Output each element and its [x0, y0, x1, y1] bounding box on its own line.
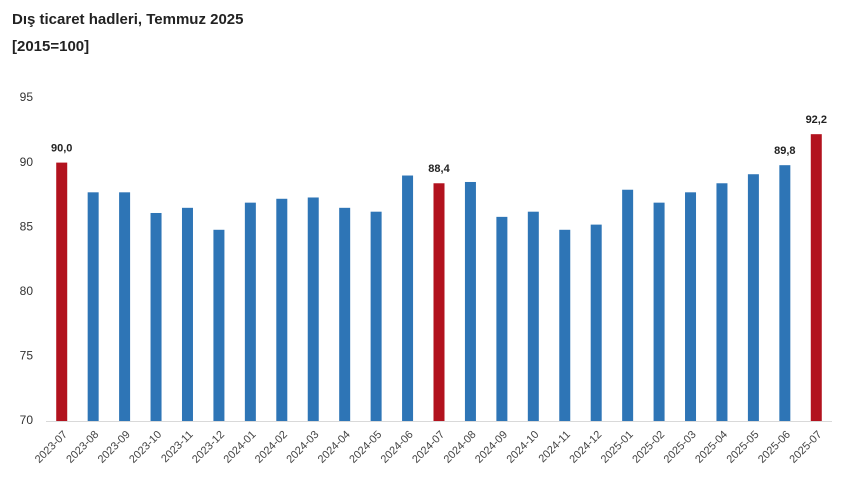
value-label: 92,2	[806, 114, 827, 126]
value-label: 90,0	[51, 143, 72, 155]
x-tick-label: 2024-10	[504, 429, 541, 466]
x-tick-label: 2024-11	[536, 429, 572, 465]
bar	[56, 162, 68, 421]
x-tick-label: 2024-06	[379, 429, 416, 466]
bar	[685, 192, 697, 421]
bar	[622, 189, 634, 421]
x-tick-label: 2024-03	[284, 429, 321, 466]
bar	[496, 216, 508, 421]
x-tick-label: 2025-05	[725, 429, 762, 466]
x-tick-label: 2023-09	[96, 429, 133, 466]
bar	[150, 212, 162, 421]
bar	[747, 174, 759, 421]
x-tick-label: 2025-02	[630, 429, 667, 466]
bar	[653, 202, 665, 421]
x-tick-label: 2024-08	[442, 429, 479, 466]
x-tick-label: 2024-07	[410, 429, 447, 466]
x-tick-label: 2025-01	[599, 429, 636, 466]
x-tick-label: 2023-07	[33, 429, 70, 466]
bar	[119, 192, 131, 421]
bar	[307, 197, 319, 421]
y-tick-label: 70	[20, 413, 34, 427]
y-tick-label: 80	[20, 284, 34, 298]
y-tick-label: 75	[20, 349, 34, 363]
value-label: 88,4	[428, 163, 450, 175]
x-tick-label: 2024-09	[473, 429, 510, 466]
bar	[87, 192, 99, 421]
x-tick-label: 2025-04	[693, 429, 730, 466]
x-tick-label: 2025-07	[787, 429, 824, 466]
x-tick-label: 2025-06	[756, 429, 793, 466]
bar	[213, 229, 225, 421]
x-tick-label: 2023-12	[190, 429, 227, 466]
y-tick-label: 85	[20, 219, 34, 233]
bar	[181, 207, 193, 421]
bar	[779, 165, 791, 421]
x-tick-label: 2025-03	[662, 429, 699, 466]
value-label: 89,8	[774, 145, 795, 157]
chart-subtitle: [2015=100]	[12, 38, 89, 55]
x-tick-label: 2024-05	[347, 429, 384, 466]
x-tick-label: 2023-10	[127, 429, 164, 466]
bar	[339, 207, 351, 421]
y-tick-label: 90	[20, 155, 34, 169]
x-tick-label: 2024-04	[316, 429, 353, 466]
bar	[716, 183, 728, 421]
x-tick-label: 2024-01	[222, 429, 259, 466]
y-tick-label: 95	[20, 90, 34, 104]
bar	[276, 198, 288, 421]
bar	[559, 229, 571, 421]
bar	[244, 202, 256, 421]
bar	[464, 181, 476, 421]
bar	[810, 134, 822, 421]
bar	[402, 175, 414, 421]
x-tick-label: 2024-12	[567, 429, 604, 466]
bar	[433, 183, 445, 421]
x-tick-label: 2023-08	[64, 429, 101, 466]
bar	[590, 224, 602, 421]
x-tick-label: 2023-11	[159, 429, 195, 465]
bar	[527, 211, 539, 421]
bar	[370, 211, 382, 421]
x-tick-label: 2024-02	[253, 429, 290, 466]
chart-title: Dış ticaret hadleri, Temmuz 2025	[12, 11, 243, 28]
